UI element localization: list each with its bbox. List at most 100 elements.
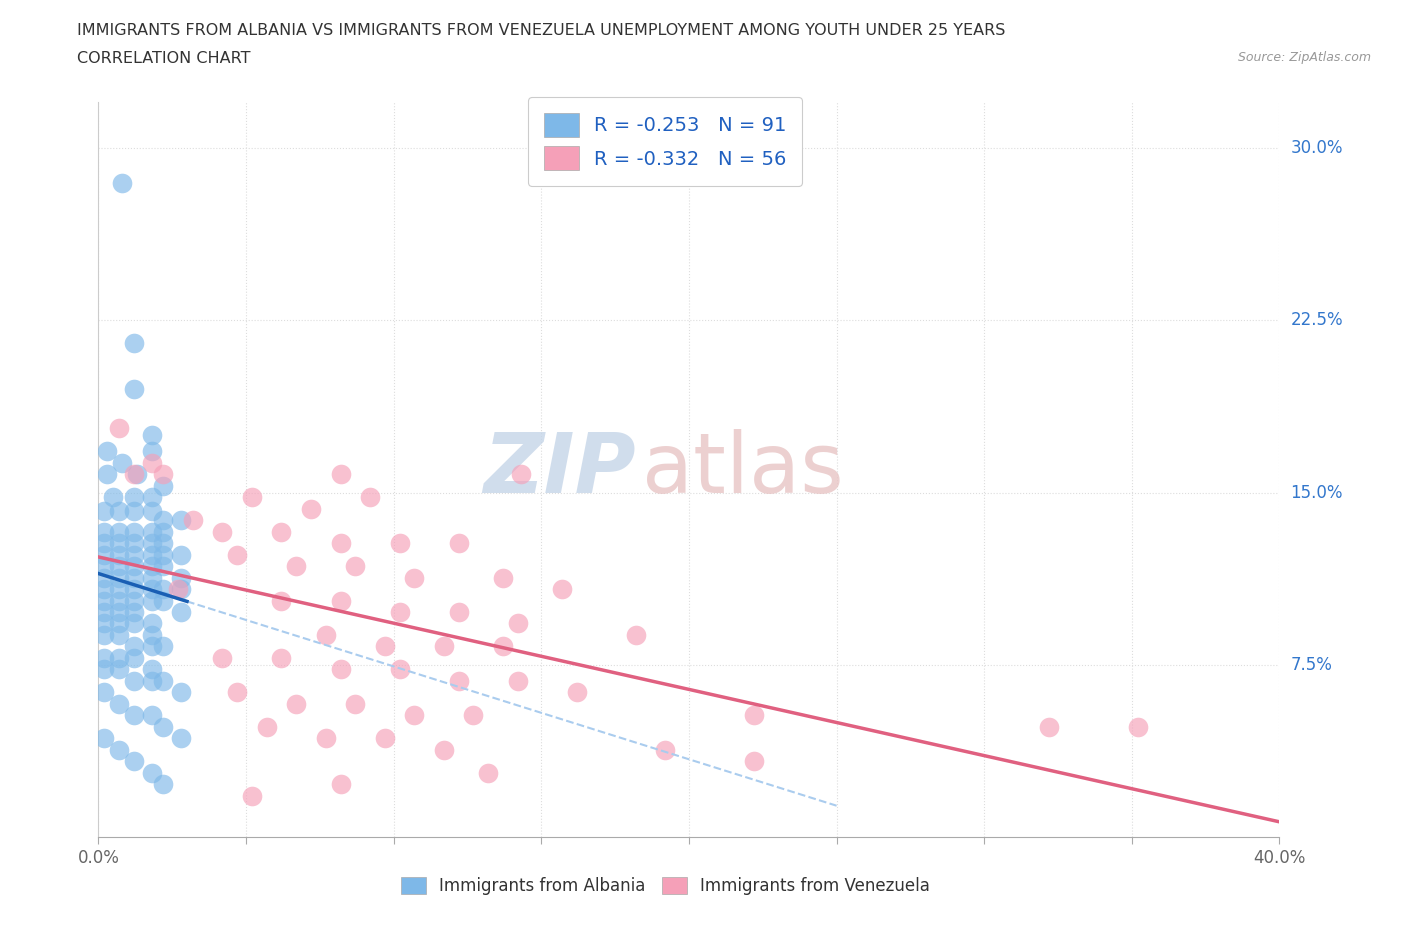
Point [152,673,174,688]
Point [141,765,163,780]
Point [315,731,337,746]
Point [374,639,396,654]
Point [141,490,163,505]
Point [226,684,249,699]
Point [93,593,115,608]
Point [108,581,131,596]
Point [170,604,193,619]
Point [111,456,134,471]
Point [122,754,145,769]
Point [329,777,352,791]
Point [141,525,163,539]
Point [285,697,308,711]
Point [506,673,529,688]
Point [122,650,145,665]
Point [211,650,233,665]
Point [152,467,174,482]
Point [141,570,163,585]
Point [93,525,115,539]
Point [141,673,163,688]
Text: CORRELATION CHART: CORRELATION CHART [77,51,250,66]
Point [299,501,322,516]
Point [141,559,163,574]
Point [141,662,163,677]
Point [181,512,204,527]
Point [108,628,131,643]
Point [141,456,163,471]
Point [565,684,588,699]
Point [152,593,174,608]
Point [141,547,163,562]
Point [108,421,131,436]
Point [167,581,190,596]
Point [108,547,131,562]
Point [344,697,367,711]
Point [152,777,174,791]
Point [170,570,193,585]
Legend: Immigrants from Albania, Immigrants from Venezuela: Immigrants from Albania, Immigrants from… [394,870,936,902]
Text: 7.5%: 7.5% [1291,656,1333,674]
Point [122,503,145,518]
Point [125,467,148,482]
Point [141,428,163,443]
Point [152,478,174,493]
Point [152,547,174,562]
Point [122,616,145,631]
Point [270,525,292,539]
Point [388,604,411,619]
Point [344,559,367,574]
Point [477,765,499,780]
Point [122,490,145,505]
Point [108,593,131,608]
Point [388,536,411,551]
Point [96,444,118,458]
Point [152,536,174,551]
Point [433,742,456,757]
Point [329,467,352,482]
Point [240,490,263,505]
Point [240,789,263,804]
Point [108,650,131,665]
Point [506,616,529,631]
Point [122,570,145,585]
Point [624,628,647,643]
Point [141,616,163,631]
Point [551,581,574,596]
Point [141,639,163,654]
Point [226,547,249,562]
Point [122,604,145,619]
Point [122,536,145,551]
Point [152,639,174,654]
Point [1126,720,1149,735]
Point [492,639,515,654]
Point [170,581,193,596]
Point [329,662,352,677]
Point [96,467,118,482]
Point [152,512,174,527]
Point [93,616,115,631]
Point [108,697,131,711]
Point [152,581,174,596]
Point [122,593,145,608]
Text: IMMIGRANTS FROM ALBANIA VS IMMIGRANTS FROM VENEZUELA UNEMPLOYMENT AMONG YOUTH UN: IMMIGRANTS FROM ALBANIA VS IMMIGRANTS FR… [77,23,1005,38]
Point [93,559,115,574]
Point [111,175,134,190]
Point [93,731,115,746]
Point [170,731,193,746]
Point [141,503,163,518]
Point [141,628,163,643]
Point [141,708,163,723]
Point [141,444,163,458]
Point [359,490,381,505]
Text: Source: ZipAtlas.com: Source: ZipAtlas.com [1237,51,1371,64]
Point [122,639,145,654]
Point [152,559,174,574]
Point [492,570,515,585]
Text: ZIP: ZIP [484,429,636,511]
Point [122,382,145,397]
Point [122,708,145,723]
Point [447,536,470,551]
Point [141,581,163,596]
Point [108,662,131,677]
Point [742,754,765,769]
